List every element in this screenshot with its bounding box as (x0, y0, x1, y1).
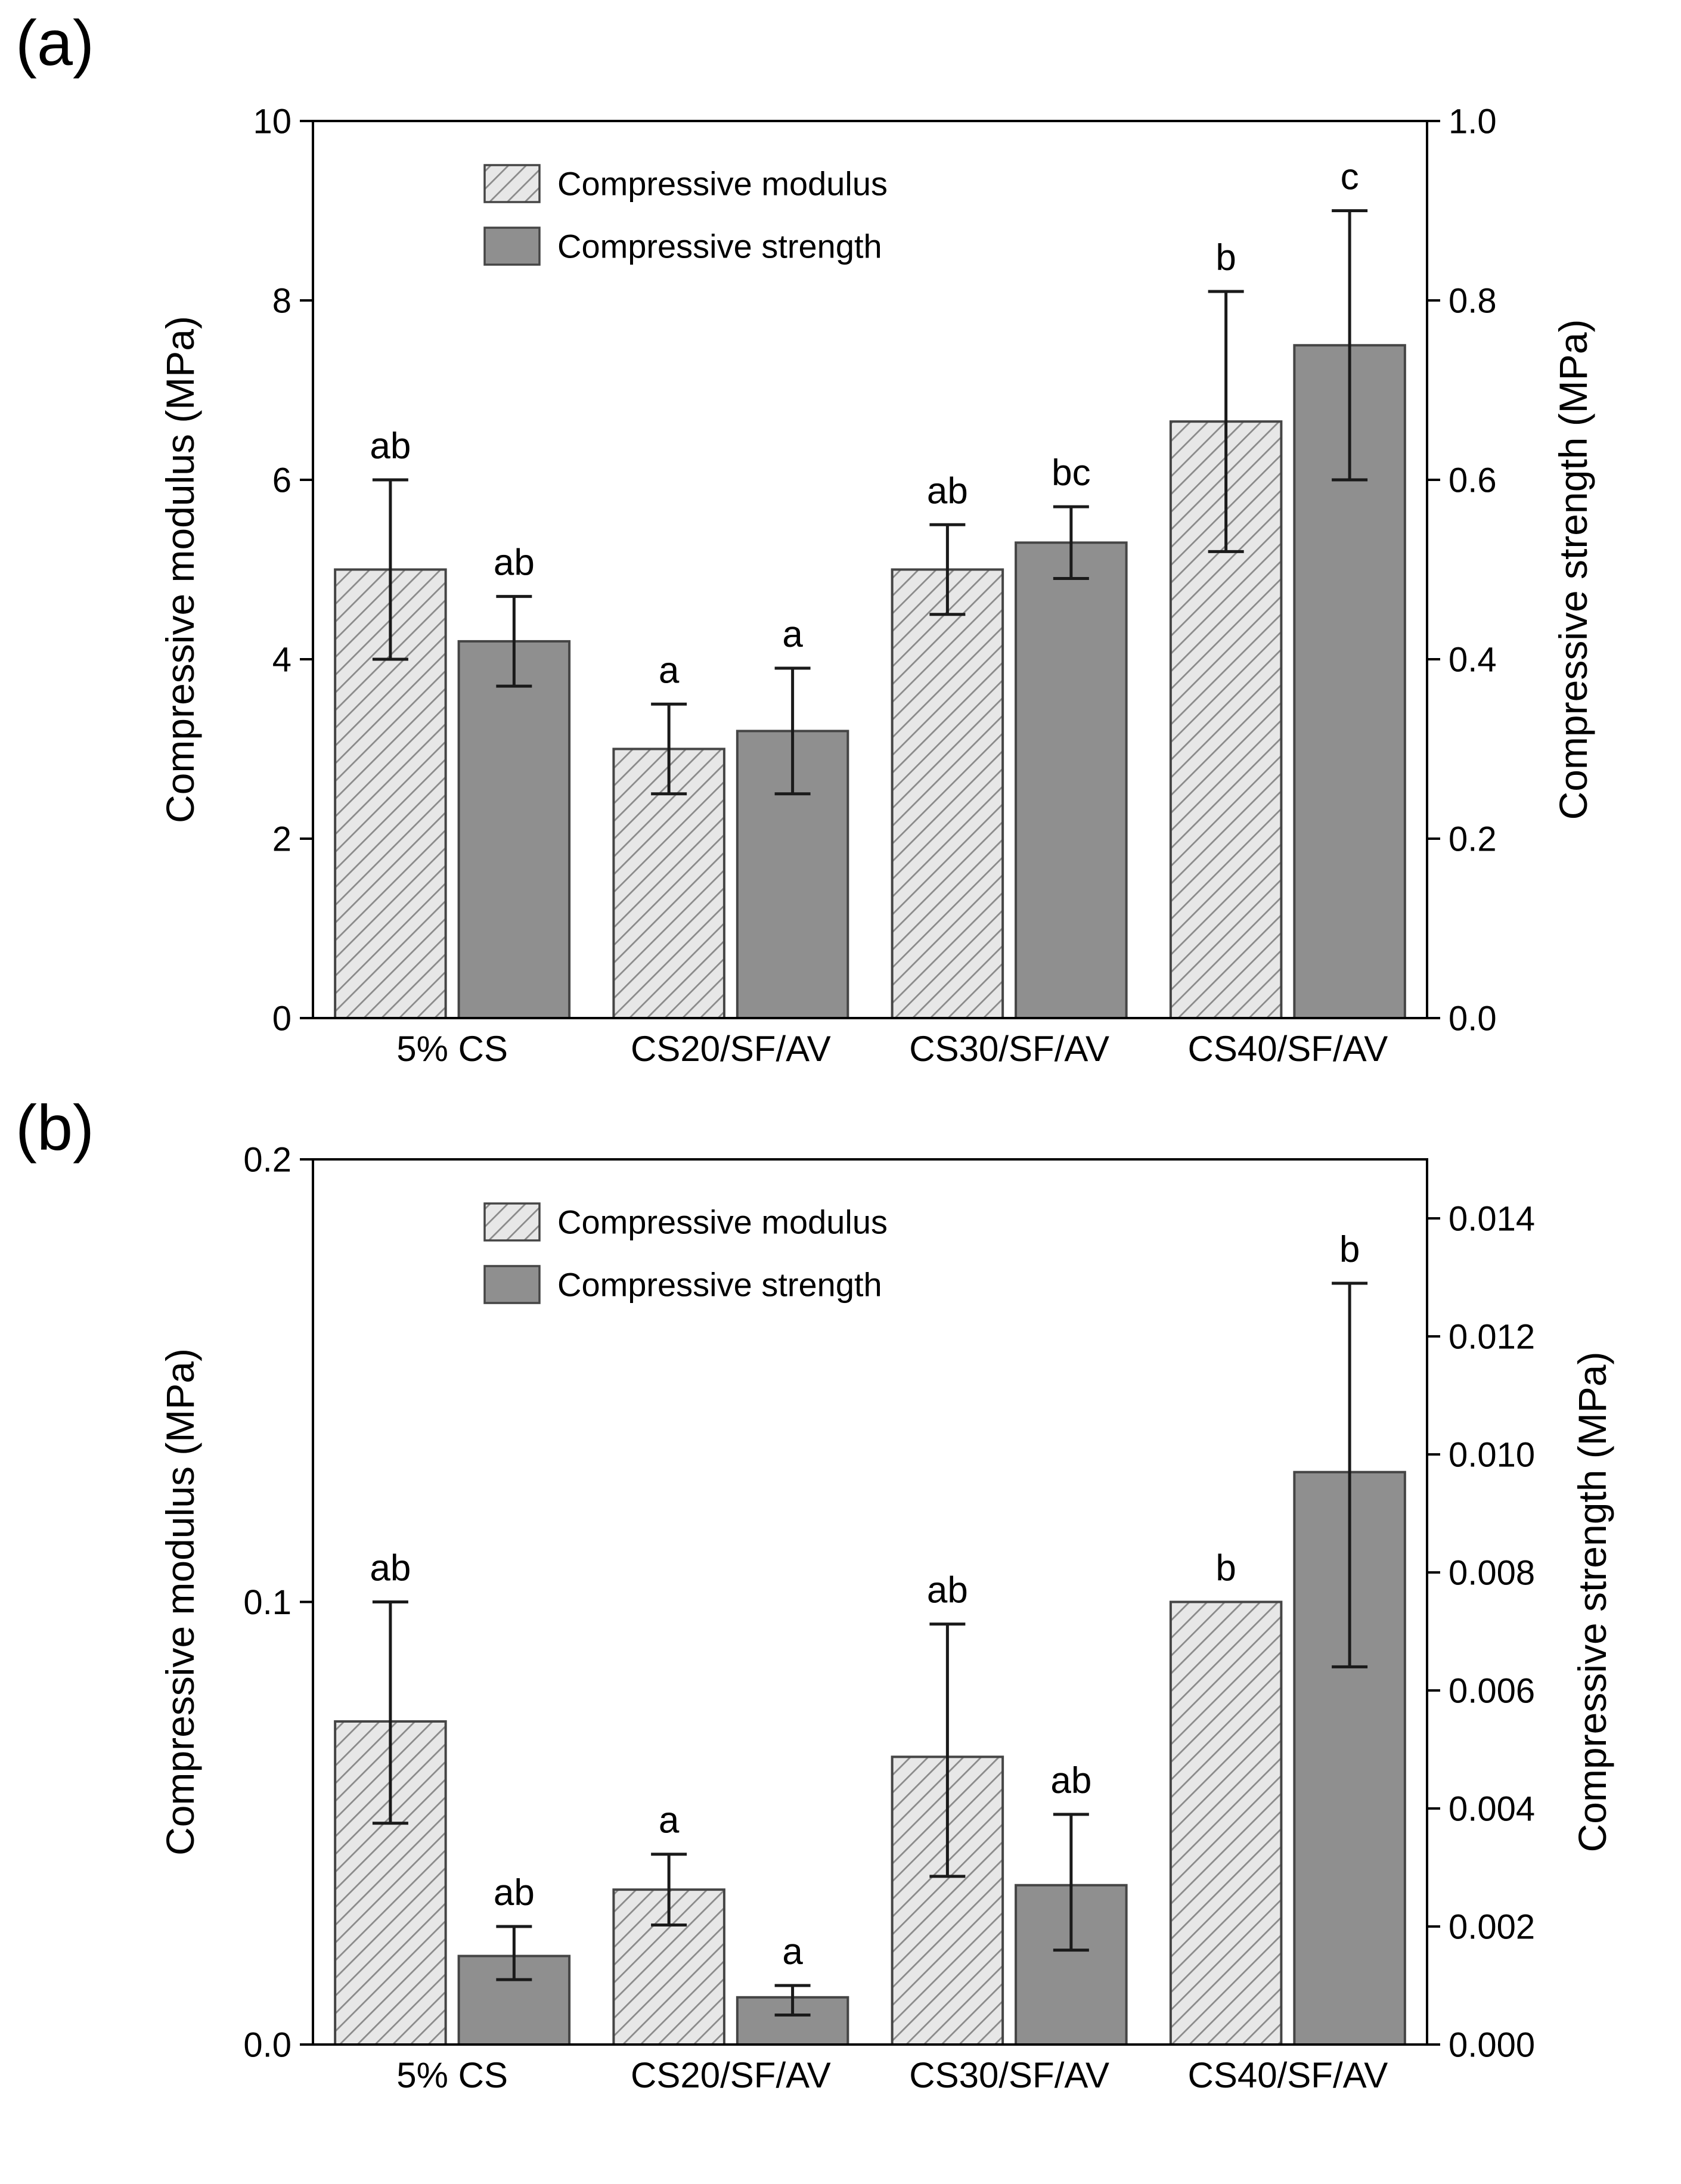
right-tick-label: 0.014 (1449, 1199, 1535, 1238)
left-tick-label: 0.2 (243, 1140, 291, 1179)
error-bar (496, 1925, 532, 1981)
right-tick-label: 0.006 (1449, 1671, 1535, 1710)
left-axis-title: Compressive modulus (MPa) (158, 1348, 202, 1856)
chart-svg-0: ab a ab b ab a bc c 0 2 4 6 8 10 0.0 0.2 0.4 0.6 0.8 1.0 5% … (158, 102, 1595, 1069)
right-tick-label: 0.8 (1449, 281, 1497, 320)
left-axis-title: Compressive modulus (MPa) (158, 316, 202, 823)
error-bar (1332, 209, 1368, 482)
left-tick-label: 0.0 (243, 2025, 291, 2064)
right-axis-title: Compressive strength (MPa) (1551, 319, 1595, 820)
error-bar (929, 523, 966, 616)
category-label: CS40/SF/AV (1188, 1029, 1388, 1069)
panel-a: (a) ab a ab b ab a bc c 0 2 4 6 8 10 0.0 0.2 0.4 0.6 0.8 1.… (0, 0, 1681, 1091)
legend-label: Compressive modulus (557, 1203, 888, 1241)
right-tick-label: 0.2 (1449, 820, 1497, 858)
error-bar (372, 478, 408, 661)
legend-label: Compressive modulus (557, 165, 888, 203)
right-tick-label: 0.004 (1449, 1789, 1535, 1828)
sig-label: a (659, 1800, 680, 1841)
error-bar (372, 1600, 408, 1825)
legend-label: Compressive strength (557, 228, 882, 265)
legend-swatch-hatched (483, 164, 541, 203)
right-tick-label: 0.010 (1449, 1435, 1535, 1474)
right-tick-label: 1.0 (1449, 102, 1497, 141)
panel-b-letter: (b) (15, 1091, 94, 1164)
left-tick-label: 6 (272, 461, 291, 500)
category-label: CS40/SF/AV (1188, 2055, 1388, 2095)
right-tick-label: 0.008 (1449, 1553, 1535, 1592)
sig-label: b (1339, 1229, 1360, 1270)
category-label: CS20/SF/AV (631, 2055, 831, 2095)
left-tick-label: 8 (272, 281, 291, 320)
category-label: CS30/SF/AV (909, 2055, 1109, 2095)
right-tick-label: 0.012 (1449, 1317, 1535, 1356)
right-tick-label: 0.6 (1449, 461, 1497, 500)
sig-label: b (1215, 237, 1236, 278)
sig-label: a (782, 614, 803, 655)
right-tick-label: 0.002 (1449, 1907, 1535, 1946)
error-bar (651, 1853, 687, 1927)
error-bar (1332, 1282, 1368, 1668)
sig-label: ab (927, 1570, 968, 1611)
legend-label: Compressive strength (557, 1266, 882, 1304)
plot-frame (312, 120, 1428, 1019)
category-label: 5% CS (396, 1029, 508, 1069)
sig-label: a (782, 1931, 803, 1972)
right-axis-title: Compressive strength (MPa) (1570, 1352, 1614, 1853)
sig-label: ab (927, 470, 968, 511)
error-bar (651, 702, 687, 796)
chart-svg-1: ab a ab b ab a ab b 0.0 0.1 0.2 0.000 0.002 0.004 0.00… (158, 1140, 1614, 2095)
left-tick-label: 4 (272, 640, 291, 679)
category-label: 5% CS (396, 2055, 508, 2095)
legend-swatch-solid (483, 1265, 541, 1304)
bar-hatched-cs30-sf-av (891, 568, 1004, 1019)
left-tick-label: 0 (272, 999, 291, 1038)
right-tick-label: 0.4 (1449, 640, 1497, 679)
left-tick-label: 0.1 (243, 1583, 291, 1622)
legend-swatch-hatched (483, 1202, 541, 1242)
error-bar (774, 666, 811, 796)
sig-label: ab (1050, 1760, 1091, 1801)
error-bar (929, 1623, 966, 1878)
category-label: CS30/SF/AV (909, 1029, 1109, 1069)
error-bar (774, 1984, 811, 2017)
sig-label: ab (494, 1872, 535, 1913)
panel-a-letter: (a) (15, 7, 94, 79)
right-tick-label: 0.000 (1449, 2025, 1535, 2064)
error-bar (1208, 290, 1244, 553)
panel-a-chart: ab a ab b ab a bc c 0 2 4 6 8 10 0.0 0.2 0.4 0.6 0.8 1.0 5% … (0, 0, 1681, 1091)
panel-b-chart: ab a ab b ab a ab b 0.0 0.1 0.2 0.000 0.002 0.004 0.00… (0, 1091, 1681, 2181)
error-bar (1053, 505, 1089, 581)
sig-label: a (659, 650, 680, 691)
category-label: CS20/SF/AV (631, 1029, 831, 1069)
left-tick-label: 2 (272, 820, 291, 858)
sig-label: ab (494, 542, 535, 584)
sig-label: ab (370, 426, 411, 467)
left-tick-label: 10 (253, 102, 291, 141)
right-tick-label: 0.0 (1449, 999, 1497, 1038)
bar-hatched-5-cs (334, 1720, 447, 2046)
sig-label: c (1341, 157, 1359, 198)
bar-hatched-cs40-sf-av (1169, 1600, 1283, 2046)
legend-swatch-solid (483, 227, 541, 266)
sig-label: bc (1052, 452, 1090, 494)
error-bar (496, 595, 532, 688)
bar-solid-5-cs (457, 640, 571, 1019)
sig-label: ab (370, 1548, 411, 1589)
panel-b: (b) ab a ab b ab a ab b 0.0 0.1 0.2 0.000 0.002 0.004… (0, 1091, 1681, 2181)
error-bar (1053, 1813, 1089, 1952)
bar-solid-cs30-sf-av (1015, 541, 1128, 1019)
sig-label: b (1215, 1548, 1236, 1589)
